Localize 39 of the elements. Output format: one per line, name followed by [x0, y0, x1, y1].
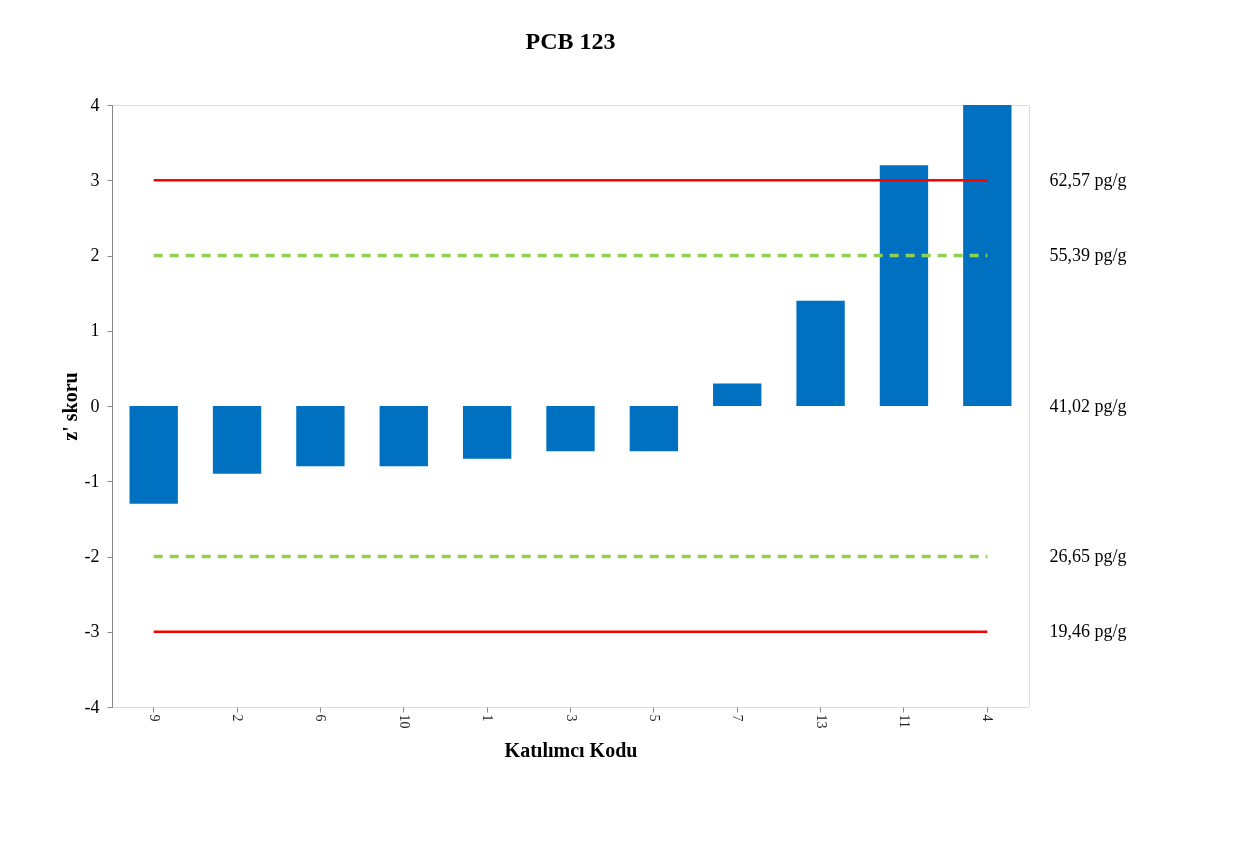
- x-tick-label: 2: [230, 714, 246, 722]
- y-tick-label: 3: [90, 169, 100, 190]
- y-tick-label: 0: [90, 395, 100, 416]
- bar: [629, 406, 679, 452]
- y-tick-label: -3: [84, 621, 100, 642]
- bar: [879, 165, 929, 406]
- x-tick-label: 3: [563, 714, 579, 722]
- y2-tick-label: 41,02 pg/g: [1049, 395, 1127, 416]
- y-tick-label: -2: [84, 546, 100, 566]
- y-tick-label: 2: [90, 245, 100, 265]
- x-tick-label: 11: [896, 714, 912, 728]
- x-tick-label: 5: [646, 714, 662, 722]
- bar: [129, 406, 178, 504]
- x-tick-label: 4: [980, 714, 996, 722]
- y-tick-label: 1: [90, 320, 100, 341]
- bar: [379, 406, 428, 467]
- bar: [296, 406, 345, 467]
- x-tick-label: 10: [396, 714, 412, 729]
- x-tick-label: 1: [480, 714, 496, 722]
- y-tick-label: -4: [84, 696, 100, 717]
- y-tick-label: -1: [84, 470, 100, 491]
- bar: [796, 300, 845, 406]
- bar: [546, 406, 595, 452]
- y-axis-title: z' skoru: [58, 372, 81, 441]
- y2-tick-label: 19,46 pg/g: [1049, 621, 1127, 642]
- chart-title: PCB 123: [525, 28, 616, 54]
- x-tick-label: 9: [146, 714, 162, 722]
- x-tick-label: 6: [313, 714, 329, 722]
- bar: [212, 406, 262, 474]
- x-axis-title: Katılımcı Kodu: [504, 738, 638, 761]
- x-tick-label: 13: [813, 714, 829, 729]
- bar: [963, 105, 1012, 406]
- y-tick-label: 4: [90, 94, 100, 115]
- x-tick-label: 7: [730, 714, 746, 722]
- y2-tick-label: 26,65 pg/g: [1049, 546, 1127, 566]
- bar: [713, 383, 762, 406]
- bar: [462, 406, 512, 459]
- y2-tick-label: 55,39 pg/g: [1049, 245, 1127, 265]
- y2-tick-label: 62,57 pg/g: [1049, 169, 1127, 190]
